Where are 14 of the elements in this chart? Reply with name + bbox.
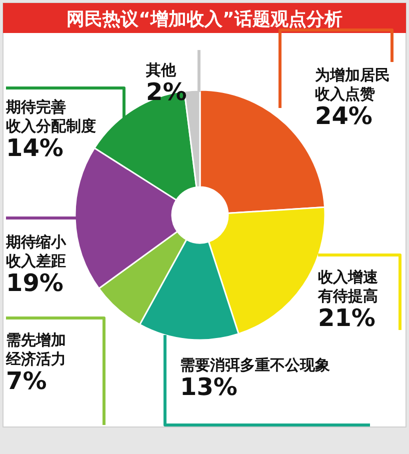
slice-label: 其他	[145, 61, 177, 79]
data-label: 7%	[6, 367, 47, 395]
slice-label: 需先增加经济活力	[5, 331, 66, 368]
data-label: 19%	[6, 269, 64, 297]
data-label: 21%	[318, 304, 376, 332]
slice-label: 需要消弭多重不公现象	[180, 356, 330, 374]
slice-label: 期待完善收入分配制度	[5, 98, 96, 135]
data-label: 14%	[6, 134, 64, 162]
data-label: 24%	[315, 102, 372, 130]
slice-label: 为增加居民收入点赞	[315, 66, 390, 103]
data-label: 13%	[180, 373, 238, 401]
chart-title: 网民热议“增加收入”话题观点分析	[66, 9, 342, 30]
slice-label: 期待缩小收入差距	[5, 233, 67, 270]
slice-label: 收入增速有待提高	[317, 268, 379, 305]
